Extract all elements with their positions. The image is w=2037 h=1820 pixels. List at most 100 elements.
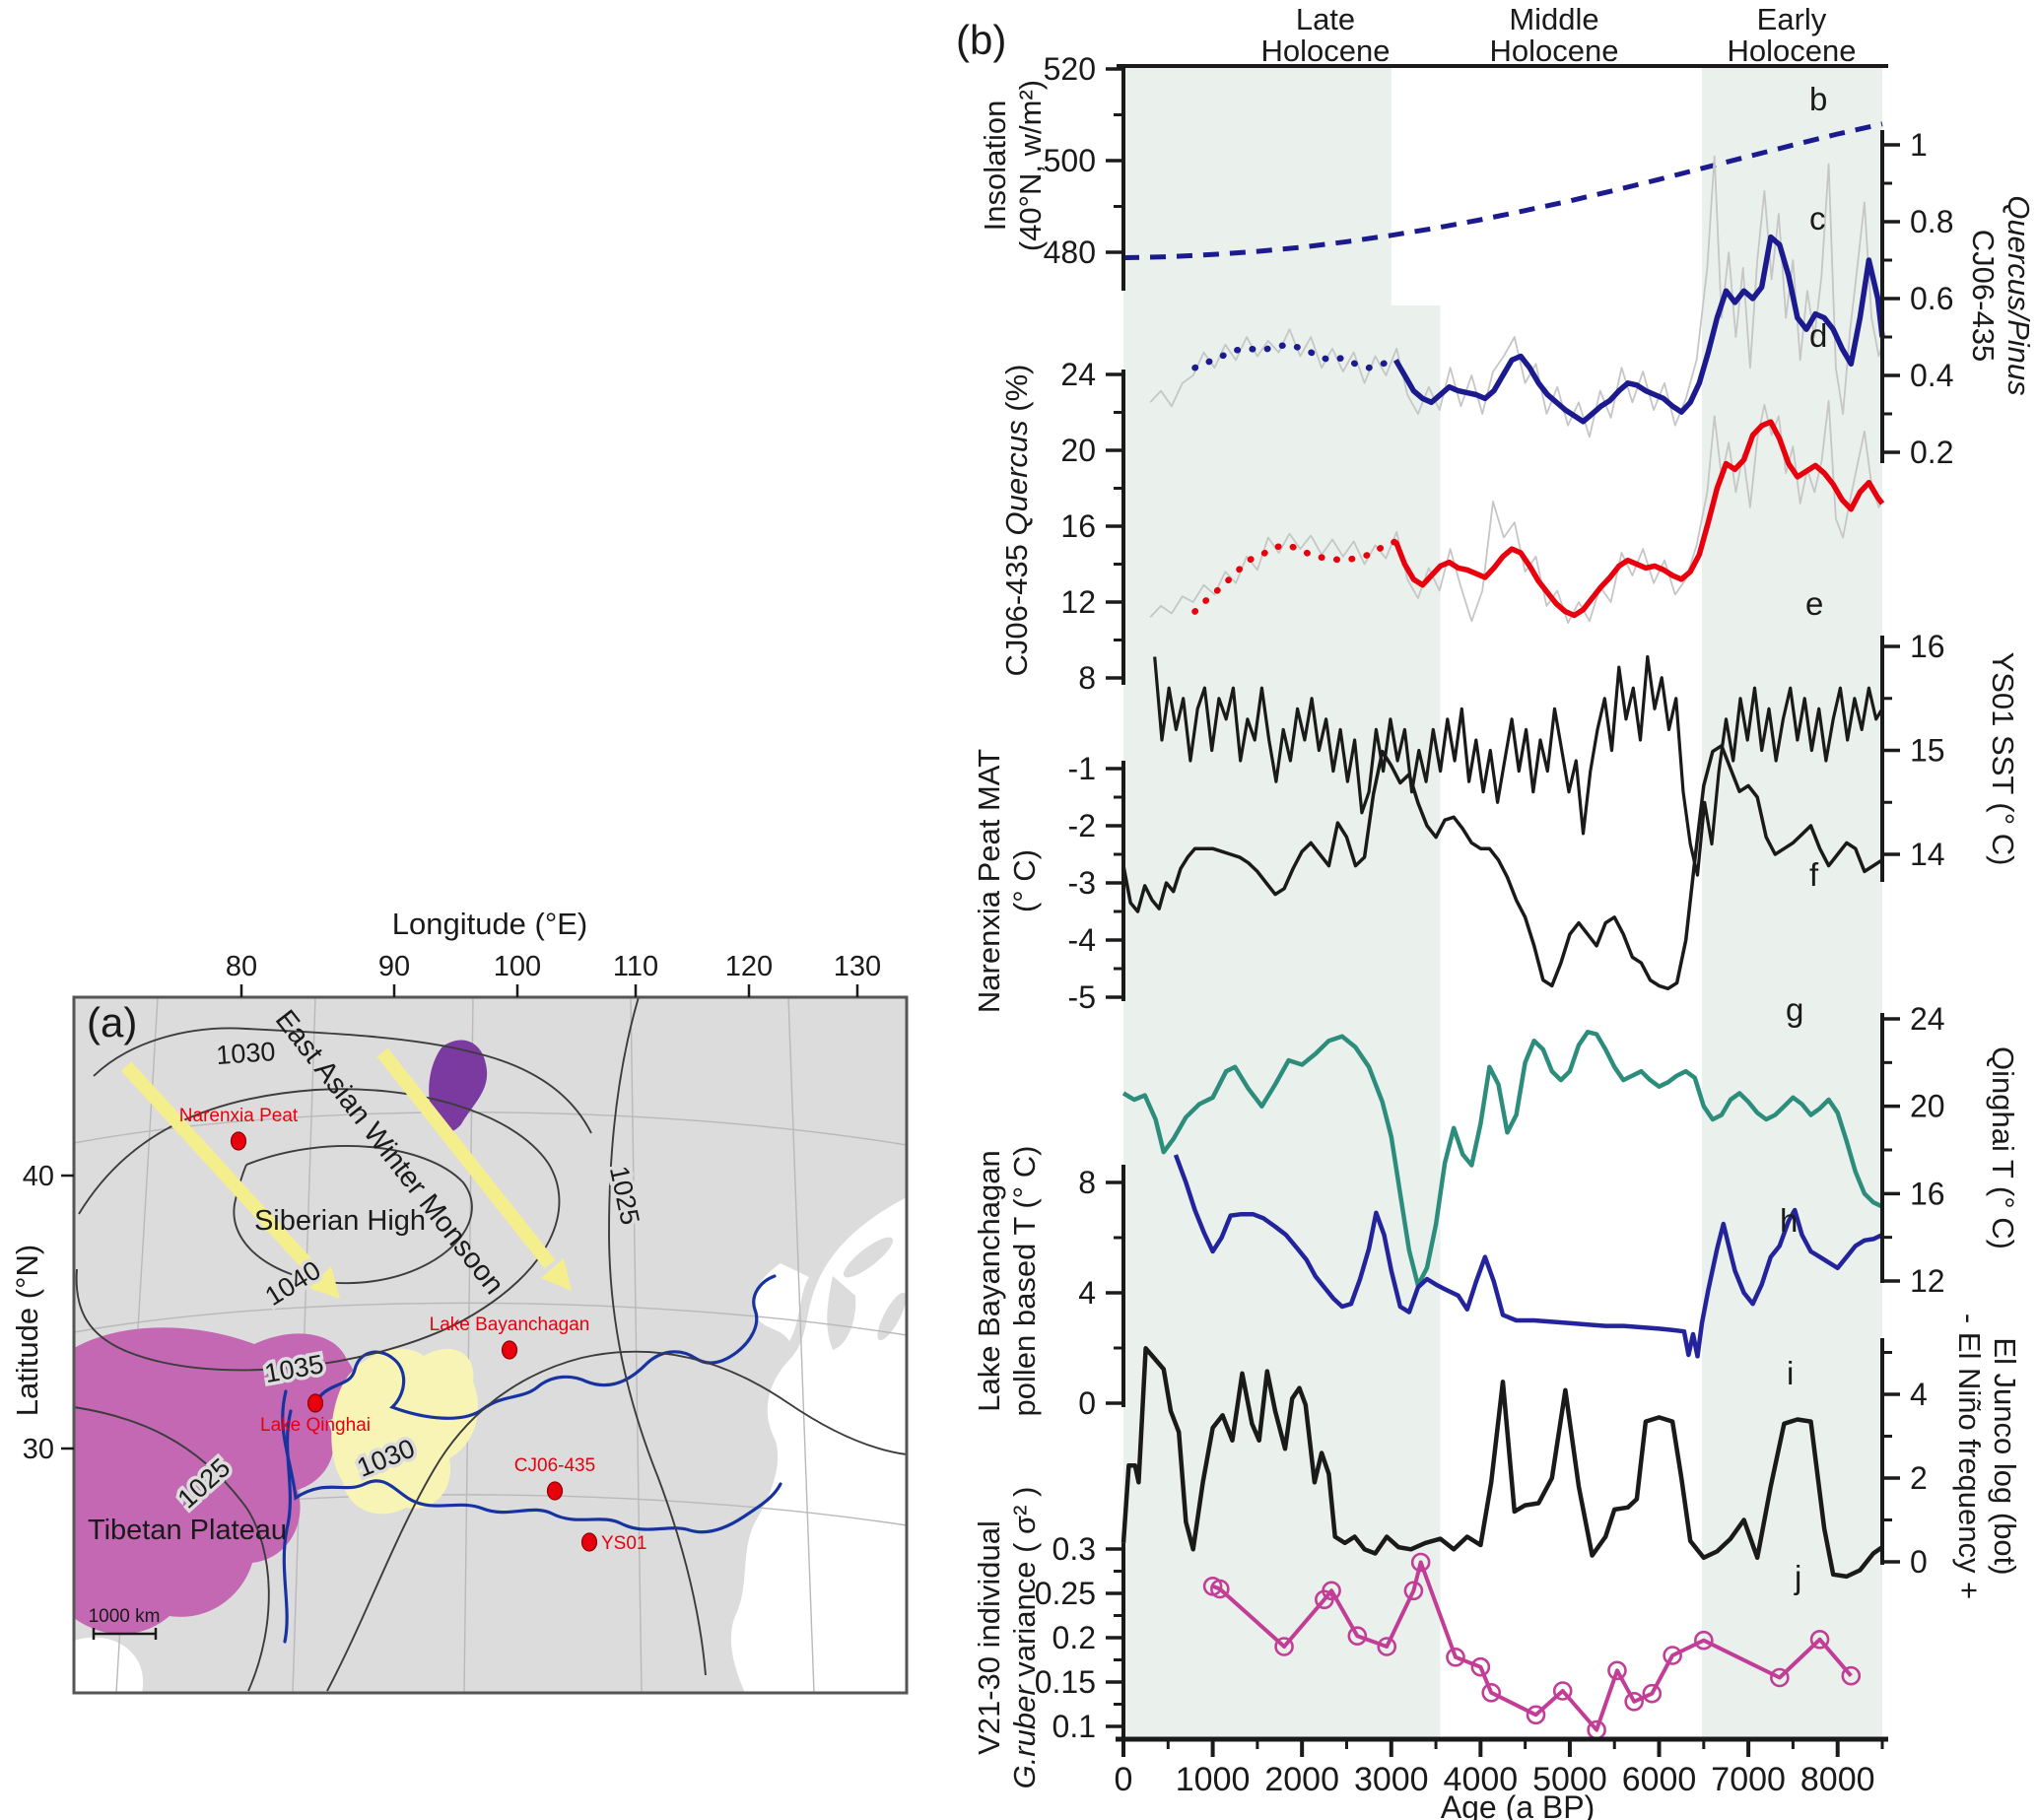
nx-tick-label: -4	[1068, 922, 1096, 958]
qp-axis-title-1: CJ06-435	[1966, 230, 2001, 362]
series-j_ruber-marker	[1377, 1637, 1397, 1656]
qh-tick-label: 12	[1910, 1263, 1945, 1299]
en-tick-label: 2	[1910, 1460, 1928, 1496]
map-purple-patch	[429, 1040, 488, 1133]
curve-label-j: j	[1794, 1559, 1801, 1595]
series-i_elnino	[1120, 1346, 1884, 1580]
lat-tick-label: 40	[23, 1161, 54, 1192]
series-j_ruber-marker	[1347, 1626, 1368, 1646]
series-j_ruber-marker	[1841, 1665, 1862, 1686]
map-yangtze-river	[281, 1389, 782, 1534]
longitude-axis-title: Longitude (°E)	[392, 907, 588, 941]
age-axis-title: Age (a BP)	[1441, 1789, 1596, 1820]
curve-label-c: c	[1809, 200, 1826, 236]
elnino-axis-title-2: El Junco log (bot)	[1988, 1337, 2022, 1575]
en-tick-label: 0	[1910, 1544, 1928, 1580]
series-j_ruber-marker	[1624, 1692, 1644, 1712]
narenxia-axis-title-2: (° C)	[1007, 849, 1042, 912]
series-j_ruber-marker	[1552, 1681, 1573, 1701]
quercus-axis-title-a: CJ06-435	[999, 535, 1034, 676]
epoch-headers: Late Holocene Middle Holocene Early Holo…	[1261, 2, 1857, 68]
map-sea-south	[74, 1637, 144, 1693]
isobar-1030-bottom	[326, 1350, 908, 1692]
age-tick-label: 3000	[1354, 1761, 1429, 1798]
ins-tick-label: 480	[1044, 235, 1096, 270]
age-tick-label: 8000	[1800, 1761, 1875, 1798]
qpc-tick-label: 24	[1060, 357, 1096, 392]
age-tick-label: 4000	[1444, 1761, 1519, 1798]
nx-tick-label: -3	[1068, 865, 1096, 901]
elnino-axis-title-1: - El Niño frequency +	[1952, 1314, 1987, 1599]
map-taiwan	[727, 1560, 745, 1587]
qp-axis-title-2: Quercus/Pinus	[2002, 195, 2036, 395]
series-j_ruber-marker	[1470, 1656, 1491, 1677]
map-bohai-inlet	[752, 1263, 809, 1341]
panel-b-tag: (b)	[956, 17, 1006, 63]
site-marker-Narenxia Peat	[230, 1131, 247, 1151]
bay-tick-label: 0	[1078, 1385, 1096, 1421]
lon-tick-label: 120	[725, 951, 773, 982]
epoch-middle-line1: Middle	[1509, 2, 1598, 36]
epoch-early-line1: Early	[1757, 2, 1827, 36]
epoch-middle-line2: Holocene	[1490, 34, 1619, 68]
map-panel: Siberian High East Asian Winter Monsoon …	[10, 907, 909, 1695]
series-j_ruber-marker	[1210, 1579, 1230, 1599]
map-arid-region	[331, 1348, 479, 1515]
holocene-shaded-bands	[1123, 66, 1882, 1739]
lon-tick-label: 130	[834, 951, 881, 982]
curve-label-g: g	[1786, 991, 1803, 1028]
isobar-1025-right	[608, 996, 707, 1676]
bay-tick-label: 8	[1078, 1165, 1096, 1200]
monsoon-arrow-east-head	[541, 1258, 572, 1291]
ys-tick-label: 16	[1910, 629, 1945, 664]
curve-label-d: d	[1809, 317, 1827, 354]
insolation-axis-title-2: (40°N, w/m²)	[1013, 80, 1048, 251]
series-c_dot	[1191, 341, 1399, 371]
age-tick-label: 7000	[1711, 1761, 1786, 1798]
quercus-axis-title: CJ06-435 Quercus (%)	[999, 364, 1034, 676]
lon-tick-label: 80	[226, 951, 257, 982]
isobar-1030-top	[93, 1027, 592, 1134]
qpc-tick-label: 20	[1060, 433, 1096, 468]
isobar-1035	[75, 1088, 561, 1372]
site-label-Narenxia Peat: Narenxia Peat	[179, 1106, 299, 1126]
ins-tick-label: 520	[1044, 51, 1096, 87]
qh-tick-label: 24	[1910, 1001, 1945, 1037]
age-tick-label: 5000	[1532, 1761, 1607, 1798]
nx-tick-label: -5	[1068, 979, 1096, 1015]
monsoon-arrow-west-head	[308, 1266, 340, 1299]
qp-tick-label: 1	[1910, 127, 1928, 163]
qinghai-axis-title: Qinghai T (° C)	[1986, 1046, 2020, 1249]
epoch-late-line2: Holocene	[1261, 34, 1391, 68]
v21-tick-label: 0.3	[1052, 1531, 1096, 1567]
v21-tick-label: 0.15	[1035, 1664, 1096, 1700]
bayanchagan-axis-title-2: pollen based T (° C)	[1007, 1146, 1042, 1417]
lon-tick-label: 90	[378, 951, 410, 982]
map-japan-1	[843, 1237, 894, 1278]
en-tick-label: 4	[1910, 1377, 1928, 1412]
series-j_ruber-marker	[1322, 1581, 1341, 1601]
series-g_qinghai	[1121, 1030, 1883, 1288]
map-isobars	[73, 996, 908, 1692]
proxy-curves	[1120, 121, 1885, 1740]
v21-axis-title-2: G.ruber variance ( σ² )	[1007, 1487, 1042, 1789]
monsoon-arrows	[120, 1047, 572, 1299]
curve-letter-labels: b c d e f g h i j	[1780, 81, 1827, 1595]
ins-tick-label: 500	[1044, 143, 1096, 178]
site-label-CJ06-435: CJ06-435	[514, 1455, 595, 1476]
lon-tick-label: 110	[613, 951, 658, 982]
qp-tick-label: 0.4	[1910, 358, 1953, 393]
site-label-Lake Qinghai: Lake Qinghai	[260, 1415, 371, 1436]
chart-axes: 52050048010.80.60.40.2242016128161514-1-…	[1035, 51, 1954, 1744]
series-j_ruber-marker	[1410, 1552, 1431, 1573]
quercus-axis-title-b: Quercus	[999, 420, 1034, 535]
isobar-1025-left	[73, 1406, 270, 1692]
right-axis-titles: CJ06-435 Quercus/Pinus YS01 SST (° C) Qi…	[1952, 195, 2036, 1599]
ys-tick-label: 14	[1910, 837, 1945, 872]
quercus-axis-title-c: (%)	[999, 364, 1034, 420]
qpc-tick-label: 8	[1078, 660, 1096, 696]
qp-tick-label: 0.8	[1910, 204, 1953, 239]
holocene-band	[1123, 305, 1441, 1739]
map-plateau-river	[282, 1409, 293, 1644]
